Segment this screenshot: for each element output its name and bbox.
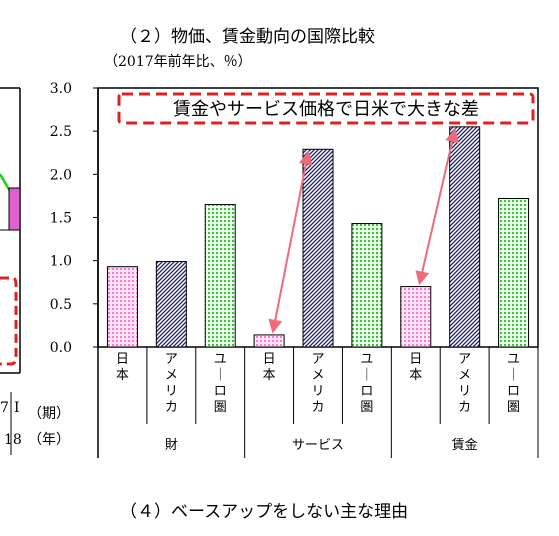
comparison-arrow — [415, 128, 459, 286]
left-pink-bar — [8, 187, 21, 231]
x-group-label: サービス — [292, 438, 344, 453]
left-period-unit: （期） — [28, 406, 70, 422]
next-section-title: （４）ベースアップをしない主な理由 — [120, 502, 409, 522]
x-category-label: ユ｜ロ圏 — [507, 352, 520, 415]
x-category-label: 日本 — [116, 352, 129, 383]
comparison-arrows — [268, 128, 459, 334]
y-tick-label: 0.5 — [50, 297, 72, 313]
bars — [106, 126, 530, 348]
y-tick-label: 1.5 — [50, 211, 72, 227]
x-category-label: アメリカ — [311, 352, 324, 415]
x-category-label: ユ｜ロ圏 — [360, 352, 373, 415]
left-dashed-box — [0, 276, 18, 366]
annotation-text: 賃金やサービス価格で日米で大きな差 — [173, 99, 479, 120]
left-year-label-18: 18 — [4, 432, 22, 448]
x-category-label: アメリカ — [165, 352, 178, 415]
y-axis: 0.0 0.5 1.0 1.5 2.0 2.5 3.0 — [50, 81, 98, 356]
comparison-arrow — [268, 150, 313, 334]
x-group-label: 財 — [165, 438, 178, 453]
bar — [204, 204, 236, 348]
x-axis: 日本 アメリカ ユ｜ロ圏 日本 アメリカ ユ｜ロ圏 日本 アメリカ ユ｜ロ圏財 サービス 賃金 — [116, 347, 539, 458]
chart-title: （２）物価、賃金動向の国際比較 — [120, 27, 375, 47]
bar — [400, 286, 432, 348]
left-period-label-I: I — [14, 400, 20, 416]
annotation-box — [117, 92, 535, 125]
x-group-label: 賃金 — [452, 437, 478, 453]
chart-subtitle: （2017年前年比、％） — [104, 54, 252, 70]
left-period-label-7: 7 — [0, 400, 9, 416]
x-category-label: アメリカ — [458, 352, 471, 415]
y-tick-label: 0.0 — [50, 340, 72, 356]
bar — [302, 148, 334, 348]
bar — [155, 261, 187, 348]
x-category-label: 日本 — [263, 352, 276, 383]
bar — [449, 126, 481, 348]
x-category-label: ユ｜ロ圏 — [214, 352, 227, 415]
bar — [498, 198, 530, 348]
bar — [106, 266, 138, 348]
left-panel-fragment: 7 I 18 （期） （年） — [0, 87, 70, 455]
y-tick-label: 3.0 — [50, 81, 72, 97]
left-year-unit: （年） — [28, 432, 70, 448]
bar — [253, 334, 285, 348]
y-tick-label: 2.0 — [50, 167, 72, 183]
bar — [351, 223, 383, 348]
y-tick-label: 2.5 — [50, 124, 72, 140]
y-tick-label: 1.0 — [50, 254, 72, 270]
annotation: 賃金やサービス価格で日米で大きな差 — [117, 92, 535, 125]
x-category-label: 日本 — [409, 352, 422, 383]
